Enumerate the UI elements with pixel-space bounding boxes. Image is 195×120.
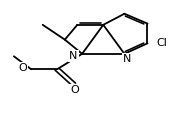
Text: Cl: Cl: [156, 38, 167, 48]
Text: O: O: [70, 85, 79, 95]
Text: N: N: [69, 51, 78, 61]
Text: N: N: [122, 54, 131, 63]
Text: O: O: [19, 63, 27, 73]
